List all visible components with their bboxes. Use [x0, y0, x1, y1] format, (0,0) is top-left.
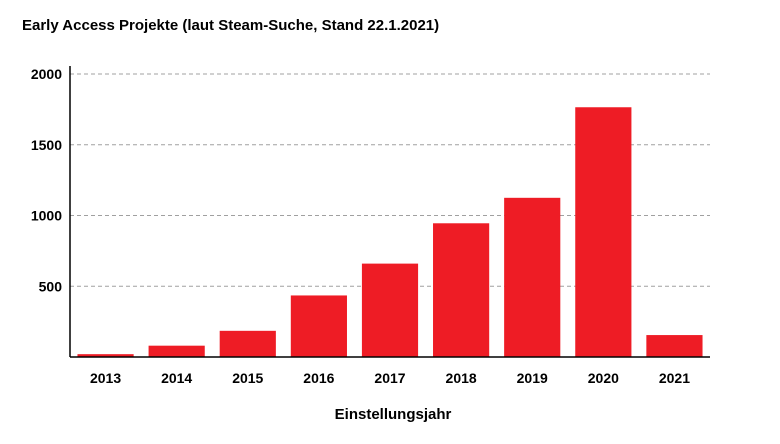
- x-tick-label: 2015: [232, 370, 263, 386]
- bar-2015: [219, 330, 276, 357]
- y-tick-label: 500: [39, 278, 63, 294]
- bar-2020: [575, 107, 632, 357]
- x-tick-label: 2014: [161, 370, 192, 386]
- bar-2021: [646, 335, 703, 357]
- chart-title: Early Access Projekte (laut Steam-Suche,…: [22, 17, 439, 34]
- bar-2017: [361, 263, 419, 357]
- y-tick-label: 1500: [31, 137, 62, 153]
- bar-2013: [77, 354, 134, 357]
- x-axis-label: Einstellungsjahr: [335, 406, 452, 423]
- x-tick-label: 2016: [303, 370, 334, 386]
- x-tick-label: 2021: [659, 370, 690, 386]
- bar-2016: [290, 295, 347, 357]
- x-tick-label: 2013: [90, 370, 121, 386]
- x-tick-label: 2017: [374, 370, 405, 386]
- y-tick-label: 1000: [31, 208, 62, 224]
- x-tick-label: 2020: [588, 370, 619, 386]
- bar-2018: [433, 223, 490, 357]
- y-tick-label: 2000: [31, 66, 62, 82]
- x-tick-label: 2019: [517, 370, 548, 386]
- x-axis-ticks: 2013 2014 2015 2016 2017 2018 2019 2020 2021: [90, 370, 690, 386]
- bars: [77, 107, 703, 357]
- y-axis-ticks: 500 1000 1500 2000: [31, 66, 62, 294]
- x-tick-label: 2018: [446, 370, 477, 386]
- bar-2019: [504, 197, 561, 357]
- bar-2014: [148, 345, 205, 357]
